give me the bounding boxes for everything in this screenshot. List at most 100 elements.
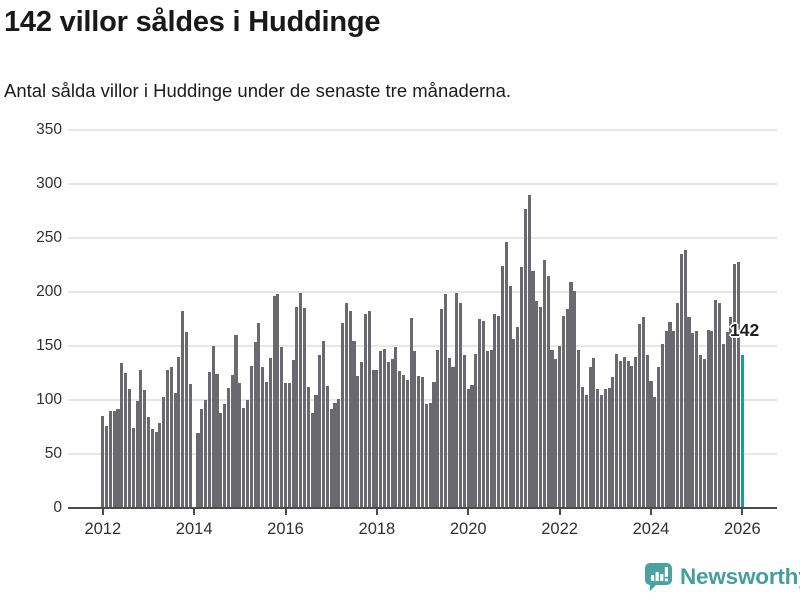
bar	[150, 429, 154, 509]
gridline	[68, 236, 777, 239]
bar	[261, 366, 265, 509]
bar	[569, 282, 573, 509]
bar	[698, 354, 702, 509]
bar	[653, 396, 657, 509]
bar	[348, 311, 352, 509]
bar	[489, 350, 493, 509]
bar	[611, 377, 615, 509]
bar	[177, 356, 181, 509]
bar	[500, 266, 505, 509]
x-axis-tick	[101, 509, 104, 516]
bar	[550, 350, 554, 509]
bar	[679, 254, 683, 509]
bar	[200, 408, 204, 509]
bar	[299, 293, 303, 509]
bar	[379, 351, 383, 509]
bar	[413, 351, 417, 509]
bar	[131, 428, 135, 509]
bar	[314, 394, 318, 509]
bar	[333, 403, 337, 509]
gridline	[68, 182, 777, 185]
bar	[371, 369, 375, 509]
bar	[516, 326, 520, 509]
bar	[645, 354, 649, 509]
x-axis-tick	[649, 509, 652, 516]
bar	[405, 379, 409, 509]
bar	[603, 389, 607, 509]
y-axis-label: 50	[44, 445, 62, 463]
y-axis-label: 200	[36, 283, 62, 301]
bar	[322, 340, 326, 509]
gridline	[68, 291, 777, 294]
bar	[424, 404, 428, 509]
bar	[539, 307, 543, 509]
bar	[112, 410, 116, 509]
bar	[417, 376, 421, 509]
gridline	[68, 128, 777, 131]
bar	[508, 285, 512, 509]
bar	[599, 394, 604, 509]
bar	[725, 332, 729, 509]
bar	[695, 330, 699, 509]
bar	[523, 208, 527, 509]
bar	[367, 311, 371, 509]
bar	[105, 426, 109, 509]
bar	[641, 316, 645, 509]
bar	[184, 332, 189, 509]
bar	[242, 407, 246, 509]
bar	[169, 366, 173, 509]
highlighted-bar	[740, 354, 744, 509]
brand-name: Newsworthy	[680, 564, 800, 589]
y-axis-label: 0	[53, 499, 62, 517]
bar	[283, 382, 288, 509]
bar	[615, 353, 619, 509]
bar	[356, 376, 360, 509]
bar	[561, 315, 565, 509]
bar	[535, 300, 539, 509]
bar	[238, 382, 242, 509]
bar	[143, 390, 147, 509]
bar	[318, 354, 322, 509]
bar	[310, 413, 314, 509]
bar	[135, 401, 139, 509]
bar	[542, 259, 546, 509]
bar	[139, 369, 143, 509]
bar	[577, 350, 581, 509]
bar	[687, 316, 691, 509]
bar	[436, 350, 440, 509]
x-axis-label: 2022	[541, 520, 578, 539]
bar	[546, 275, 550, 509]
x-axis-label: 2016	[267, 520, 304, 539]
bar	[580, 387, 584, 509]
brand-logo[interactable]: Newsworthy	[644, 562, 800, 592]
bar	[230, 375, 234, 509]
bar	[127, 389, 131, 509]
bar	[363, 313, 367, 509]
bar	[196, 432, 200, 509]
bar	[207, 372, 211, 509]
bar	[531, 271, 535, 509]
bar	[116, 408, 120, 509]
bar	[226, 388, 230, 509]
bar	[165, 369, 170, 509]
bar	[306, 387, 310, 509]
bar	[390, 359, 394, 509]
bar	[481, 321, 485, 509]
bar	[558, 346, 562, 509]
y-axis-label: 150	[36, 337, 62, 355]
bar	[287, 382, 291, 509]
bar	[729, 316, 733, 509]
bar	[337, 399, 341, 509]
bar	[211, 346, 215, 509]
bar	[303, 308, 307, 509]
bar	[329, 408, 333, 509]
newsworthy-icon	[644, 562, 673, 592]
bar	[443, 294, 447, 509]
bar	[668, 322, 672, 509]
bar	[462, 354, 466, 509]
bar	[596, 389, 600, 509]
bar	[360, 362, 364, 509]
x-axis-label: 2026	[723, 520, 761, 539]
x-axis-tick	[193, 509, 196, 516]
